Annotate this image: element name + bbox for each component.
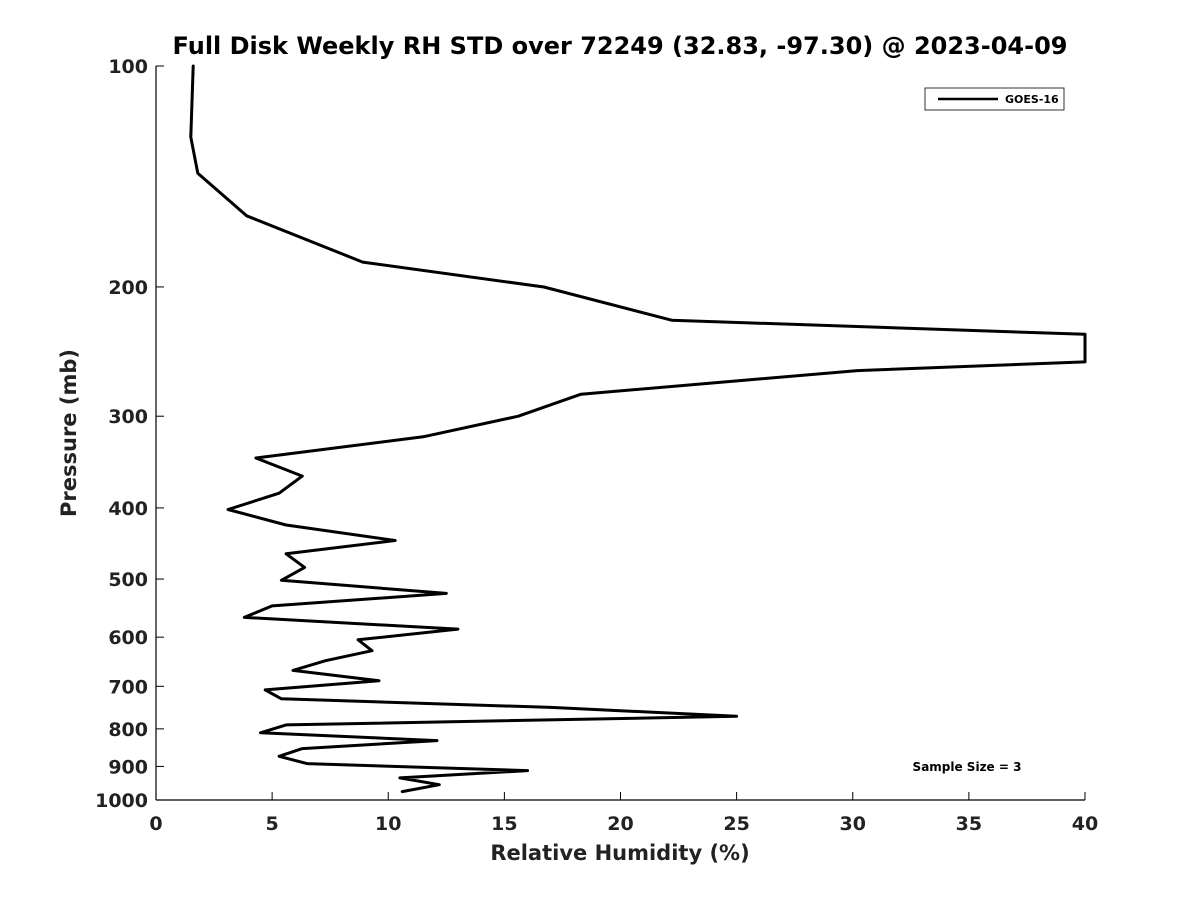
y-axis-label: Pressure (mb) bbox=[57, 349, 81, 517]
x-tick-label-30: 30 bbox=[840, 813, 866, 835]
y-tick-label-100: 100 bbox=[108, 56, 148, 78]
series-layer bbox=[189, 64, 1087, 794]
y-tick-label-1000: 1000 bbox=[95, 790, 148, 812]
series-line-goes-16 bbox=[189, 64, 1087, 794]
y-tick-label-600: 600 bbox=[108, 627, 148, 649]
sample-size-annotation: Sample Size = 3 bbox=[913, 760, 1022, 774]
y-tick-label-900: 900 bbox=[108, 756, 148, 778]
x-axis-label: Relative Humidity (%) bbox=[490, 841, 749, 865]
y-tick-label-500: 500 bbox=[108, 569, 148, 591]
x-axis-ticks: 0 5 10 15 20 25 30 35 40 bbox=[149, 792, 1098, 835]
y-tick-label-400: 400 bbox=[108, 498, 148, 520]
y-tick-label-700: 700 bbox=[108, 676, 148, 698]
y-axis-ticks: 100 200 300 400 500 600 700 800 900 1000 bbox=[95, 56, 164, 812]
x-tick-label-15: 15 bbox=[491, 813, 517, 835]
legend-label-goes-16: GOES-16 bbox=[1005, 93, 1059, 106]
x-tick-label-25: 25 bbox=[723, 813, 749, 835]
x-tick-label-10: 10 bbox=[375, 813, 401, 835]
x-tick-label-40: 40 bbox=[1072, 813, 1098, 835]
chart-title: Full Disk Weekly RH STD over 72249 (32.8… bbox=[173, 32, 1068, 60]
x-tick-label-0: 0 bbox=[149, 813, 162, 835]
y-tick-label-800: 800 bbox=[108, 719, 148, 741]
legend: GOES-16 bbox=[924, 87, 1065, 111]
x-tick-label-5: 5 bbox=[266, 813, 279, 835]
x-tick-label-35: 35 bbox=[956, 813, 982, 835]
x-tick-label-20: 20 bbox=[607, 813, 633, 835]
y-tick-label-200: 200 bbox=[108, 277, 148, 299]
y-tick-label-300: 300 bbox=[108, 406, 148, 428]
